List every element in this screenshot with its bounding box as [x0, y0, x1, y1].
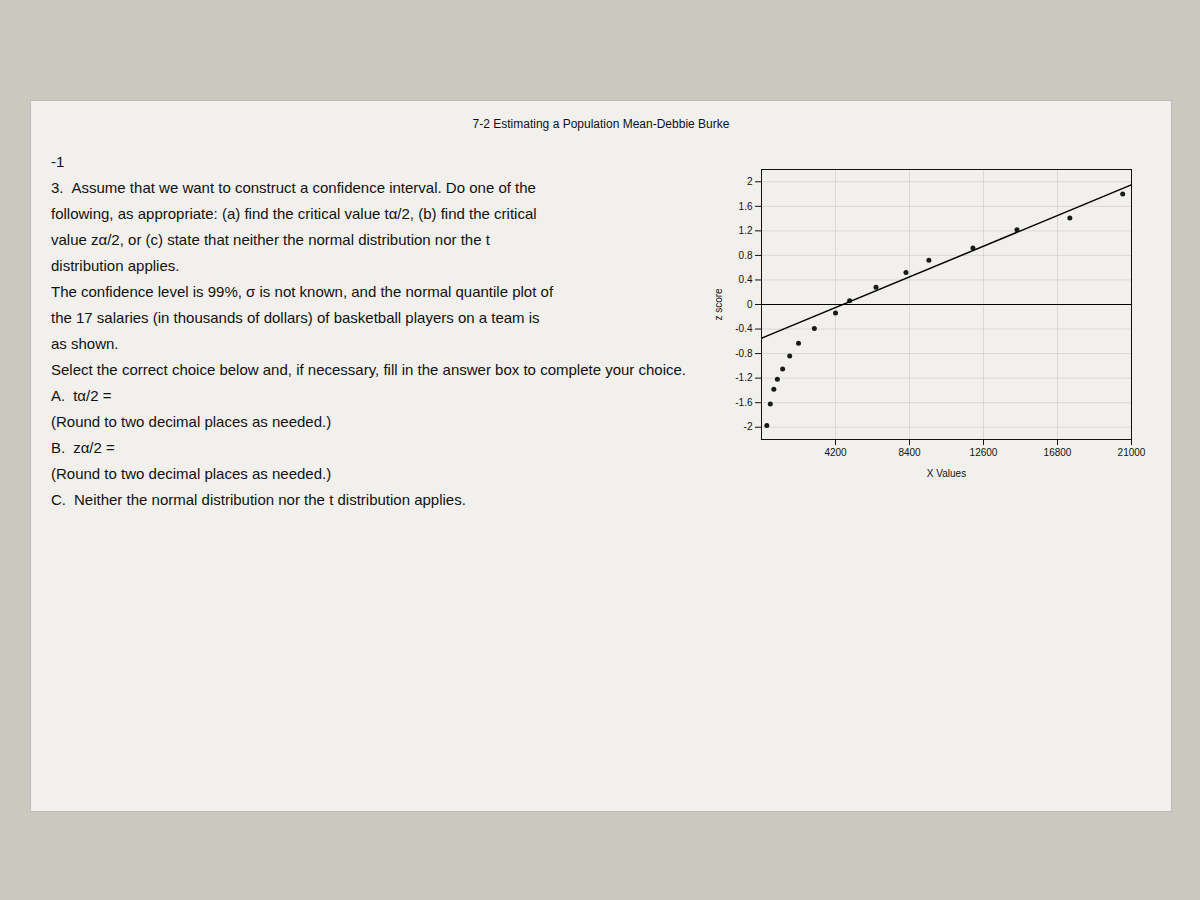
svg-text:1.6: 1.6: [739, 201, 753, 212]
html-text:3.: 3.: [51, 179, 64, 196]
html-text:zα/2 =: zα/2 =: [73, 439, 115, 456]
html-text:C.: C.: [51, 491, 66, 508]
html-text:the 17 salaries (in thousands: the 17 salaries (in thousands of dollars…: [51, 309, 540, 326]
svg-text:8400: 8400: [898, 447, 921, 458]
svg-text:-2: -2: [744, 421, 753, 432]
html-text:tα/2 =: tα/2 =: [73, 387, 112, 404]
html-text:value zα/2, or (c) state that: value zα/2, or (c) state that neither th…: [51, 231, 490, 248]
html-text:Assume that we want to constru: Assume that we want to construct a confi…: [71, 179, 536, 196]
html-text:distribution applies.: distribution applies.: [51, 257, 180, 274]
html-text:as shown.: as shown.: [51, 335, 119, 352]
html-text:A.: A.: [51, 387, 66, 404]
html-text:7-2 Estimating a Population Me: 7-2 Estimating a Population Mean-Debbie …: [472, 117, 730, 131]
svg-text:-0.8: -0.8: [735, 348, 753, 359]
html-text:Select the correct choice belo: Select the correct choice below and, if …: [51, 361, 686, 378]
svg-text:-1.6: -1.6: [735, 397, 753, 408]
svg-text:0.4: 0.4: [739, 274, 753, 285]
svg-text:12600: 12600: [970, 447, 998, 458]
html-text:B.: B.: [51, 439, 66, 456]
html-text:The confidence level is 99%, σ: The confidence level is 99%, σ is not kn…: [51, 283, 554, 300]
svg-text:X Values: X Values: [927, 468, 966, 479]
svg-text:0: 0: [747, 299, 753, 310]
html-text:(Round to two decimal places a: (Round to two decimal places as needed.): [51, 465, 332, 482]
svg-text:2: 2: [747, 176, 753, 187]
svg-text:1.2: 1.2: [739, 225, 753, 236]
svg-text:-1.2: -1.2: [735, 372, 753, 383]
html-text:-1: -1: [51, 153, 65, 170]
svg-text:-0.4: -0.4: [735, 323, 753, 334]
svg-text:4200: 4200: [824, 447, 847, 458]
svg-text:z score: z score: [713, 288, 724, 321]
svg-text:16800: 16800: [1044, 447, 1072, 458]
svg-text:0.8: 0.8: [739, 250, 753, 261]
html-text:(Round to two decimal places a: (Round to two decimal places as needed.): [51, 413, 332, 430]
svg-text:21000: 21000: [1118, 447, 1146, 458]
html-text:Neither the normal distributio: Neither the normal distribution nor the …: [74, 491, 466, 508]
html-text:following, as appropriate: (a): following, as appropriate: (a) find the …: [51, 205, 537, 222]
